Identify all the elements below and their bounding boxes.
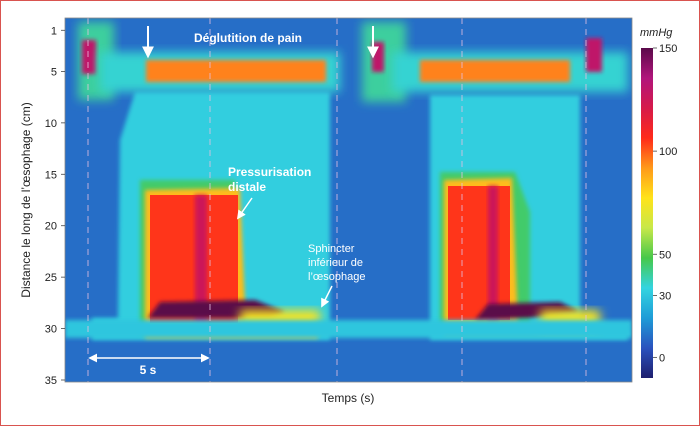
y-tick-label: 10 <box>45 118 57 130</box>
swallow-2 <box>362 22 628 340</box>
distal-arrow <box>236 197 253 220</box>
y-tick-label: 30 <box>45 324 57 336</box>
y-tick-label: 25 <box>45 272 57 284</box>
time-markers <box>87 18 587 382</box>
colorbar-tick-label: 150 <box>659 43 677 55</box>
les-label-line-3: l’œsophage <box>308 271 365 283</box>
y-tick-label: 20 <box>45 221 57 233</box>
colorbar-tick-label: 0 <box>659 352 665 364</box>
les-label-line-2: inférieur de <box>308 257 363 269</box>
swallow-1 <box>78 22 340 340</box>
heatmap-shapes <box>65 22 632 340</box>
ues-core-3 <box>586 38 602 72</box>
colorbar-tick-label: 100 <box>659 146 677 158</box>
annotations: Déglutition de pain Pressurisation dista… <box>88 26 379 377</box>
distal-pressurisation-strip-2 <box>488 186 498 320</box>
y-tick-label: 15 <box>45 169 57 181</box>
plot-area <box>65 18 632 382</box>
les-arrow <box>321 285 333 308</box>
les-core-2 <box>475 302 580 320</box>
ues-core-1 <box>82 40 96 74</box>
y-tick-label: 35 <box>45 375 57 387</box>
distal-pressurisation-strip-1 <box>195 195 207 323</box>
scale-bar-label: 5 s <box>140 363 157 377</box>
lower-resting-band <box>65 320 632 338</box>
colorbar-ticks: 150 100 50 30 0 <box>653 43 677 364</box>
les-label-line-1: Sphincter <box>308 243 355 255</box>
y-axis-title: Distance le long de l’œsophage (cm) <box>19 102 33 297</box>
swallow-label: Déglutition de pain <box>194 31 302 45</box>
y-tick-label: 1 <box>51 25 57 37</box>
y-tick-label: 5 <box>51 66 57 78</box>
distal-label-line-1: Pressurisation <box>228 165 311 179</box>
upper-band-core-1 <box>146 60 326 82</box>
distal-label-line-2: distale <box>228 180 266 194</box>
x-axis-title: Temps (s) <box>322 391 375 405</box>
colorbar: mmHg 150 100 50 30 0 <box>640 27 677 378</box>
colorbar-gradient <box>641 48 653 378</box>
colorbar-tick-label: 30 <box>659 291 671 303</box>
upper-band-core-2 <box>420 60 570 82</box>
colorbar-unit: mmHg <box>640 27 673 39</box>
distal-pressurisation-core-2 <box>448 186 510 320</box>
plot-frame <box>64 17 633 383</box>
colorbar-tick-label: 50 <box>659 249 671 261</box>
